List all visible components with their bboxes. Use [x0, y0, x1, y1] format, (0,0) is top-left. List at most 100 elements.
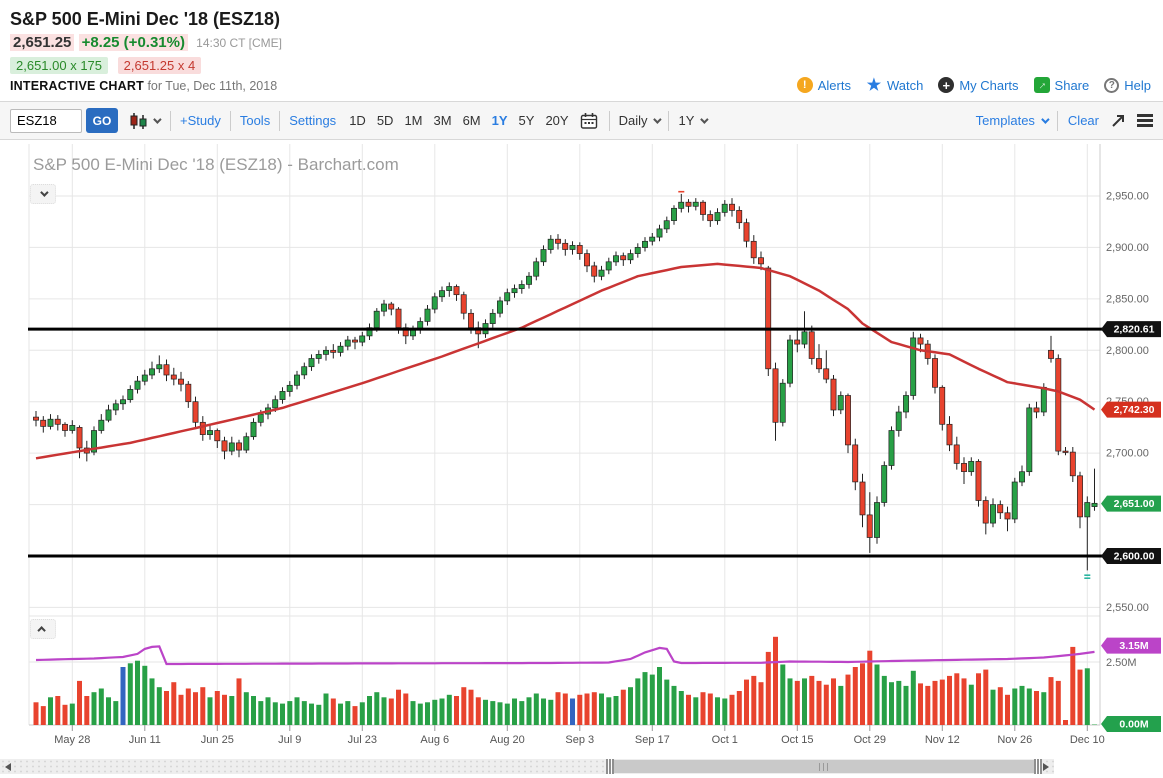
volume-bar — [185, 688, 191, 725]
volume-bar — [831, 678, 836, 725]
scroll-right-arrow[interactable] — [1043, 763, 1049, 771]
candle — [953, 436, 960, 470]
volume-bar — [62, 704, 68, 725]
volume-bar — [287, 701, 293, 725]
candle — [439, 286, 445, 302]
candle — [424, 305, 431, 326]
period-1y[interactable]: 1Y — [491, 113, 508, 128]
volume-bar — [425, 702, 430, 725]
candle — [845, 393, 851, 454]
volume-bar — [323, 693, 329, 725]
volume-bar — [649, 674, 655, 725]
svg-text:Dec 10: Dec 10 — [1070, 734, 1105, 746]
volume-bar — [599, 693, 604, 725]
chart-type-selector[interactable] — [127, 112, 162, 130]
volume-bar — [881, 675, 887, 725]
candle — [170, 367, 177, 386]
volume-bar — [722, 698, 728, 725]
symbol-input[interactable] — [10, 108, 82, 133]
candle — [185, 381, 192, 408]
volume-bar — [686, 694, 691, 725]
period-5d[interactable]: 5D — [376, 113, 394, 128]
period-1m[interactable]: 1M — [404, 113, 423, 128]
menu-icon[interactable] — [1137, 114, 1153, 117]
low-marker — [1084, 577, 1091, 579]
candle — [112, 399, 119, 416]
candle — [787, 334, 793, 388]
my-charts-link[interactable]: + My Charts — [938, 77, 1019, 93]
volume-bar — [860, 663, 865, 725]
volume-bar — [707, 693, 713, 725]
candle — [932, 354, 938, 394]
candle — [207, 424, 213, 440]
volume-bar — [678, 691, 684, 725]
svg-text:2,742.30: 2,742.30 — [1114, 404, 1155, 416]
svg-text:Jun 25: Jun 25 — [201, 734, 234, 746]
chart-canvas[interactable]: S&P 500 E-Mini Dec '18 (ESZ18) - Barchar… — [0, 140, 1163, 752]
candle — [1069, 447, 1076, 482]
scroll-handle-right[interactable] — [1034, 759, 1042, 774]
volume-bar — [439, 698, 445, 725]
volume-bar — [577, 694, 583, 725]
collapse-volume-pane-button[interactable] — [30, 619, 56, 639]
volume-bar — [490, 701, 496, 725]
share-link[interactable]: → Share — [1033, 76, 1090, 94]
svg-text:0.00M: 0.00M — [1119, 719, 1148, 731]
candle — [366, 323, 373, 340]
add-study-link[interactable]: +Study — [180, 113, 221, 128]
scroll-thumb[interactable] — [606, 759, 1042, 774]
period-20y[interactable]: 20Y — [545, 113, 569, 128]
candle — [381, 299, 387, 317]
volume-bar — [918, 683, 923, 725]
alerts-link[interactable]: ! Alerts — [796, 77, 851, 93]
go-button[interactable]: GO — [86, 108, 118, 133]
candle — [1019, 465, 1025, 487]
expand-chart-icon[interactable] — [1109, 112, 1127, 130]
candle — [199, 416, 206, 441]
volume-bar — [591, 692, 597, 725]
help-link[interactable]: ? Help — [1104, 77, 1151, 93]
settings-link[interactable]: Settings — [289, 113, 337, 128]
watch-link[interactable]: ★ Watch — [866, 77, 924, 94]
candle — [888, 426, 895, 470]
candle — [562, 239, 569, 256]
clear-button[interactable]: Clear — [1067, 113, 1099, 128]
period-3m[interactable]: 3M — [433, 113, 452, 128]
volume-bar — [780, 664, 786, 725]
candle — [837, 391, 844, 415]
volume-bar — [367, 696, 372, 725]
candle — [736, 206, 743, 229]
frequency-dropdown[interactable]: Daily — [619, 113, 663, 128]
tools-link[interactable]: Tools — [239, 113, 271, 128]
scroll-handle-left[interactable] — [606, 759, 614, 774]
candle — [1091, 468, 1098, 511]
price-badge: 0.00M — [1101, 716, 1161, 732]
scroll-left-arrow[interactable] — [5, 763, 11, 771]
candle — [250, 418, 257, 440]
volume-bars — [33, 636, 1097, 725]
chart-horizontal-scrollbar[interactable] — [0, 759, 1054, 774]
candle — [874, 496, 880, 544]
range-dropdown[interactable]: 1Y — [678, 113, 710, 128]
candle — [772, 362, 779, 441]
period-6m[interactable]: 6M — [462, 113, 481, 128]
calendar-button[interactable] — [578, 112, 600, 130]
volume-bar — [40, 706, 46, 725]
volume-bar — [265, 697, 271, 725]
period-5y[interactable]: 5Y — [518, 113, 535, 128]
templates-dropdown[interactable]: Templates — [976, 113, 1050, 128]
svg-text:Oct 29: Oct 29 — [854, 734, 886, 746]
volume-bar — [69, 703, 75, 725]
svg-text:2,900.00: 2,900.00 — [1106, 242, 1149, 254]
period-1d[interactable]: 1D — [349, 113, 366, 128]
volume-bar — [787, 678, 793, 725]
candle — [352, 336, 358, 350]
volume-bar — [910, 670, 916, 725]
collapse-price-pane-button[interactable] — [30, 184, 56, 204]
candle — [634, 243, 641, 258]
gridlines — [28, 144, 1101, 726]
chart-watermark: S&P 500 E-Mini Dec '18 (ESZ18) - Barchar… — [33, 155, 399, 174]
price-badge: 2,742.30 — [1101, 401, 1161, 418]
volume-bar — [1012, 688, 1018, 725]
volume-bar — [309, 703, 314, 725]
